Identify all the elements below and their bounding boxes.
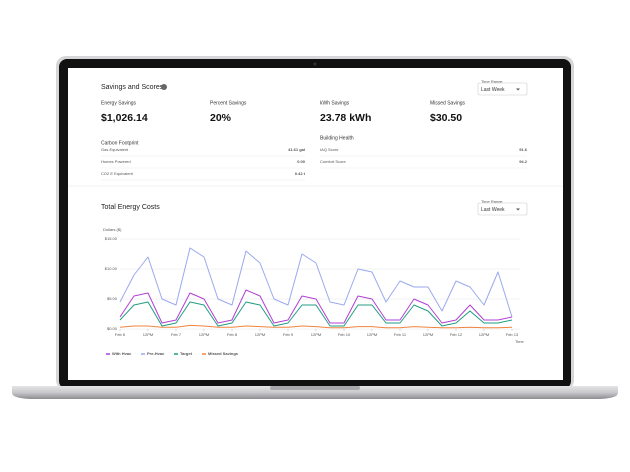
x-tick-label: 12PM [143, 332, 153, 337]
dropdown-caret [516, 208, 520, 211]
row-label: IAQ Score [320, 147, 339, 152]
metric-value: $30.50 [430, 112, 462, 124]
y-tick-label: $15.00 [105, 236, 118, 241]
time-range-select[interactable] [477, 202, 528, 216]
x-tick-label: Feb 9 [283, 332, 294, 337]
legend-label: With Hvac [112, 351, 132, 356]
series-line [119, 247, 513, 318]
y-axis-label: Dollars ($) [103, 227, 122, 232]
x-tick-label: Feb 12 [450, 332, 463, 337]
y-tick-label: $5.00 [107, 296, 118, 301]
group-title: Carbon Footprint [101, 140, 139, 146]
metric-label: Energy Savings [101, 100, 137, 106]
metric-label: kWh Savings [320, 100, 350, 106]
laptop-base [12, 386, 618, 399]
row-label: Homes Powered [101, 159, 131, 164]
legend-label: Missed Savings [208, 351, 239, 356]
y-tick-label: $10.00 [105, 266, 118, 271]
row-value: 91.6 [519, 147, 528, 152]
metric-value: 23.78 kWh [320, 112, 371, 124]
y-tick-label: $0.00 [107, 326, 118, 331]
dropdown-label: Time Range [481, 199, 503, 204]
camera [313, 62, 317, 66]
series-line [119, 301, 513, 327]
x-tick-label: Feb 13 [506, 332, 519, 337]
metric-label: Missed Savings [430, 100, 466, 106]
x-tick-label: Feb 7 [171, 332, 182, 337]
dropdown-label: Time Range [481, 79, 503, 84]
x-axis-label: Time [515, 339, 525, 344]
time-range-select[interactable] [477, 82, 528, 96]
series-line [119, 289, 513, 324]
row-value: 0.42 t [295, 171, 306, 176]
dropdown-value: Last Week [481, 87, 505, 93]
dashboard: Savings and Scores Time Range Last Week … [68, 79, 563, 344]
x-tick-label: 12PM [311, 332, 321, 337]
x-tick-label: Feb 8 [227, 332, 238, 337]
x-tick-label: 12PM [423, 332, 433, 337]
x-tick-label: 12PM [255, 332, 265, 337]
x-tick-label: Feb 10 [338, 332, 351, 337]
series-line [119, 324, 513, 329]
row-value: 41.61 gal [288, 147, 305, 152]
x-tick-label: 12PM [199, 332, 209, 337]
x-tick-label: Feb 6 [115, 332, 126, 337]
metric-value: 20% [210, 112, 232, 124]
hinge-notch [270, 386, 360, 390]
row-value: 0.00 [297, 159, 306, 164]
chart-title: Total Energy Costs [101, 204, 160, 211]
metric-value: $1,026.14 [101, 112, 148, 124]
group-title: Building Health [320, 135, 354, 141]
row-value: 94.2 [519, 159, 528, 164]
metric-label: Percent Savings [210, 100, 247, 106]
legend-label: Target [180, 351, 193, 356]
info-icon[interactable] [161, 84, 167, 90]
row-label: Comfort Score [320, 159, 347, 164]
x-tick-label: 12PM [479, 332, 489, 337]
legend-label: Pre-Hvac [147, 351, 165, 356]
dropdown-value: Last Week [481, 207, 505, 213]
dropdown-caret [516, 88, 520, 91]
row-label: CO2 E Equivalent [101, 171, 134, 176]
row-label: Gas Equivalent [101, 147, 129, 152]
x-tick-label: Feb 11 [394, 332, 407, 337]
section-title: Savings and Scores [101, 84, 164, 91]
x-tick-label: 12PM [367, 332, 377, 337]
